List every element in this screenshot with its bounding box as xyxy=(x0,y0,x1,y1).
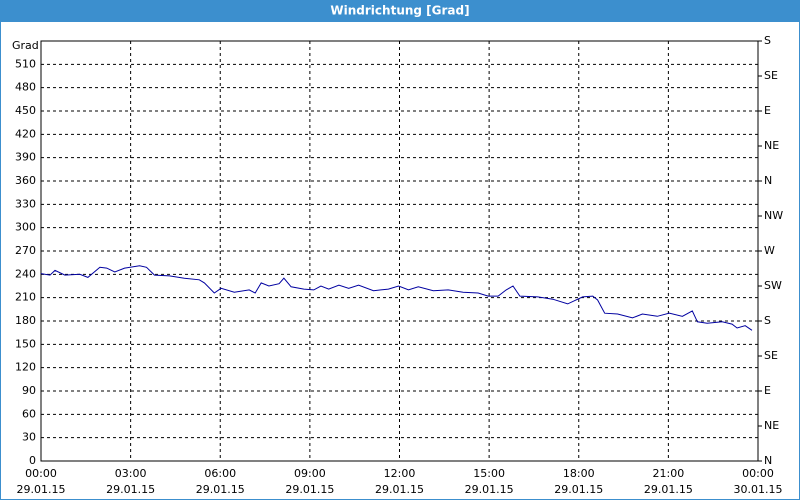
x-tick-label: 06:00 xyxy=(204,467,236,480)
y2-tick-label: W xyxy=(764,244,775,257)
x-tick-label: 29.01.15 xyxy=(465,483,514,496)
y2-tick-label: SW xyxy=(764,279,782,292)
x-tick-label: 18:00 xyxy=(563,467,595,480)
x-tick-label: 00:00 xyxy=(25,467,57,480)
y-tick-label: 180 xyxy=(15,314,36,327)
x-tick-label: 15:00 xyxy=(473,467,505,480)
x-tick-label: 09:00 xyxy=(294,467,326,480)
x-tick-label: 12:00 xyxy=(384,467,416,480)
y-tick-label: 390 xyxy=(15,151,36,164)
y-tick-label: 420 xyxy=(15,127,36,140)
y2-tick-label: S xyxy=(764,34,771,47)
y2-tick-label: NE xyxy=(764,419,779,432)
y-tick-label: 330 xyxy=(15,197,36,210)
x-tick-label: 03:00 xyxy=(115,467,147,480)
y-tick-label: 360 xyxy=(15,174,36,187)
x-tick-label: 29.01.15 xyxy=(554,483,603,496)
y-tick-label: 450 xyxy=(15,104,36,117)
y2-tick-label: E xyxy=(764,104,771,117)
y-tick-label: 300 xyxy=(15,221,36,234)
y-tick-label: 60 xyxy=(22,407,36,420)
y2-tick-label: N xyxy=(764,454,772,467)
y2-tick-label: N xyxy=(764,174,772,187)
x-tick-label: 29.01.15 xyxy=(375,483,424,496)
y-tick-label: 150 xyxy=(15,337,36,350)
x-tick-label: 29.01.15 xyxy=(285,483,334,496)
x-tick-label: 00:00 xyxy=(742,467,774,480)
y-tick-label: 510 xyxy=(15,57,36,70)
data-line xyxy=(40,265,753,331)
y-tick-label: 120 xyxy=(15,361,36,374)
y-tick-label: 0 xyxy=(29,454,36,467)
y-tick-label: 210 xyxy=(15,291,36,304)
y2-tick-label: NW xyxy=(764,209,783,222)
x-tick-label: 29.01.15 xyxy=(17,483,66,496)
y-axis-label: Grad xyxy=(12,39,39,52)
y2-tick-label: E xyxy=(764,384,771,397)
y-tick-label: 90 xyxy=(22,384,36,397)
x-tick-label: 29.01.15 xyxy=(106,483,155,496)
y2-tick-label: SE xyxy=(764,69,778,82)
y-tick-label: 240 xyxy=(15,267,36,280)
title-bar xyxy=(0,0,800,22)
y2-tick-label: NE xyxy=(764,139,779,152)
y-tick-label: 270 xyxy=(15,244,36,257)
y2-tick-label: SE xyxy=(764,349,778,362)
x-tick-label: 29.01.15 xyxy=(644,483,693,496)
x-tick-label: 21:00 xyxy=(653,467,685,480)
x-tick-label: 30.01.15 xyxy=(734,483,783,496)
plot-frame xyxy=(40,40,759,462)
y-tick-label: 30 xyxy=(22,431,36,444)
chart-title: Windrichtung [Grad] xyxy=(330,4,469,18)
y2-tick-label: S xyxy=(764,314,771,327)
y-tick-label: 480 xyxy=(15,81,36,94)
x-tick-label: 29.01.15 xyxy=(196,483,245,496)
